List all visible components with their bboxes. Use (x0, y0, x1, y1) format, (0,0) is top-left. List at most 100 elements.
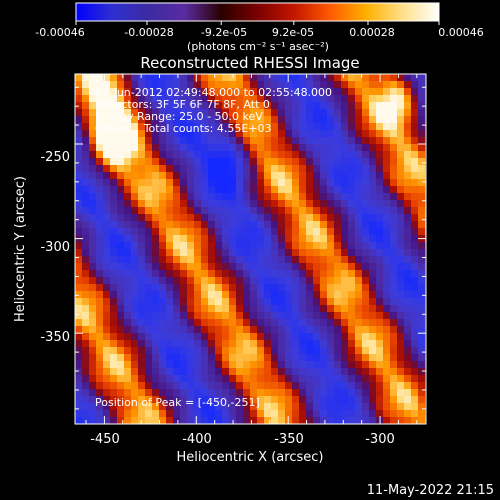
heatmap-cell (96, 333, 104, 341)
heatmap-cell (145, 214, 153, 222)
heatmap-cell (299, 81, 307, 89)
heatmap-cell (145, 389, 153, 397)
heatmap-cell (159, 270, 167, 278)
heatmap-cell (82, 305, 90, 313)
heatmap-cell (264, 256, 272, 264)
heatmap-cell (243, 95, 251, 103)
heatmap-cell (96, 88, 104, 96)
heatmap-cell (215, 249, 223, 257)
heatmap-cell (355, 242, 363, 250)
heatmap-cell (236, 382, 244, 390)
heatmap-cell (166, 403, 174, 411)
heatmap-cell (320, 382, 328, 390)
heatmap-cell (362, 326, 370, 334)
heatmap-cell (383, 389, 391, 397)
heatmap-cell (369, 214, 377, 222)
heatmap-cell (313, 123, 321, 131)
heatmap-cell (124, 81, 132, 89)
heatmap-cell (390, 165, 398, 173)
x-tick-label-3: -300 (365, 432, 395, 447)
heatmap-cell (166, 123, 174, 131)
heatmap-cell (250, 340, 258, 348)
heatmap-cell (117, 368, 125, 376)
heatmap-cell (187, 263, 195, 271)
heatmap-cell (82, 298, 90, 306)
heatmap-cell (383, 312, 391, 320)
heatmap-cell (138, 382, 146, 390)
heatmap-cell (334, 116, 342, 124)
heatmap-cell (257, 403, 265, 411)
x-tick-label-0: -450 (90, 432, 120, 447)
heatmap-cell (250, 319, 258, 327)
heatmap-cell (187, 186, 195, 194)
heatmap-cell (278, 396, 286, 404)
heatmap-cell (355, 228, 363, 236)
heatmap-cell (201, 305, 209, 313)
heatmap-cell (215, 165, 223, 173)
heatmap-cell (194, 158, 202, 166)
heatmap-cell (166, 158, 174, 166)
heatmap-cell (285, 263, 293, 271)
heatmap-cell (285, 361, 293, 369)
heatmap-cell (250, 396, 258, 404)
heatmap-cell (348, 333, 356, 341)
heatmap-cell (222, 151, 230, 159)
heatmap-cell (411, 347, 419, 355)
heatmap-cell (348, 277, 356, 285)
heatmap-cell (187, 347, 195, 355)
heatmap-cell (327, 410, 335, 418)
heatmap-cell (320, 123, 328, 131)
heatmap-cell (117, 270, 125, 278)
colorbar-tick-label-2: -9.2e-05 (201, 26, 247, 39)
heatmap-cell (418, 95, 426, 103)
heatmap-cell (264, 102, 272, 110)
heatmap-cell (110, 137, 118, 145)
heatmap-cell (411, 151, 419, 159)
heatmap-cell (271, 186, 279, 194)
heatmap-cell (187, 382, 195, 390)
heatmap-cell (306, 102, 314, 110)
heatmap-cell (369, 326, 377, 334)
heatmap-cell (383, 74, 391, 82)
heatmap-cell (110, 256, 118, 264)
heatmap-cell (271, 410, 279, 418)
heatmap-cell (243, 221, 251, 229)
heatmap-cell (334, 249, 342, 257)
heatmap-cell (313, 221, 321, 229)
heatmap-cell (369, 228, 377, 236)
heatmap-cell (376, 130, 384, 138)
heatmap-cell (75, 74, 83, 82)
heatmap-cell (145, 200, 153, 208)
heatmap-cell (313, 242, 321, 250)
heatmap-cell (376, 375, 384, 383)
heatmap-cell (320, 305, 328, 313)
heatmap-cell (285, 298, 293, 306)
heatmap-cell (362, 158, 370, 166)
heatmap-cell (236, 130, 244, 138)
heatmap-cell (117, 291, 125, 299)
heatmap-cell (271, 158, 279, 166)
heatmap-cell (327, 193, 335, 201)
heatmap-cell (404, 235, 412, 243)
heatmap-cell (341, 200, 349, 208)
heatmap-cell (348, 410, 356, 418)
heatmap-cell (103, 417, 111, 424)
heatmap-cell (103, 214, 111, 222)
heatmap-cell (320, 137, 328, 145)
heatmap-cell (383, 305, 391, 313)
heatmap-cell (418, 242, 426, 250)
heatmap-cell (194, 165, 202, 173)
heatmap-cell (397, 151, 405, 159)
heatmap-cell (166, 207, 174, 215)
heatmap-cell (320, 151, 328, 159)
heatmap-cell (292, 256, 300, 264)
heatmap-cell (404, 382, 412, 390)
heatmap-cell (236, 326, 244, 334)
heatmap-cell (369, 263, 377, 271)
heatmap-cell (418, 410, 426, 418)
heatmap-cell (131, 172, 139, 180)
heatmap-cell (145, 382, 153, 390)
heatmap-cell (271, 298, 279, 306)
heatmap-cell (145, 81, 153, 89)
heatmap-cell (117, 256, 125, 264)
